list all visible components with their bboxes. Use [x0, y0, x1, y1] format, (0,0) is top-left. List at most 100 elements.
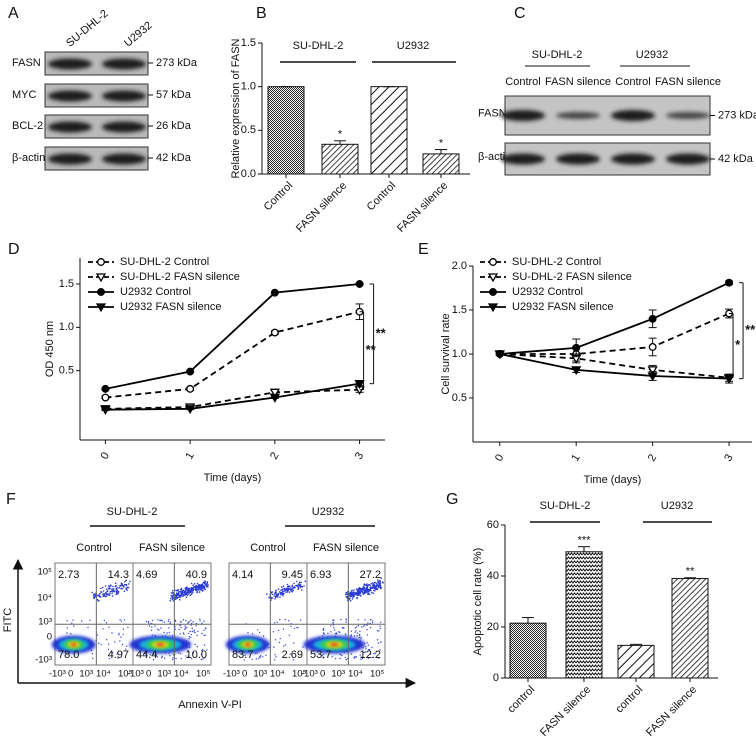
y-tick-label: 0 — [47, 632, 52, 643]
event-dot — [197, 630, 199, 633]
event-dot — [262, 635, 265, 637]
event-dot — [338, 631, 340, 633]
event-dot — [169, 599, 172, 602]
event-dot — [345, 621, 347, 623]
event-dot — [122, 585, 125, 588]
event-dot — [119, 619, 121, 621]
point — [186, 384, 195, 393]
event-dot — [117, 590, 120, 593]
event-dot — [285, 587, 288, 590]
event-dot — [108, 626, 110, 628]
y-tick-label: 20 — [487, 621, 499, 633]
event-dot — [297, 584, 299, 587]
blot-band — [501, 153, 545, 165]
event-dot — [187, 621, 189, 623]
event-dot — [297, 587, 300, 590]
event-dot — [339, 657, 341, 660]
density-core — [330, 642, 339, 647]
event-dot — [172, 589, 174, 592]
event-dot — [168, 619, 170, 621]
panel-label: A — [8, 5, 19, 22]
event-dot — [259, 655, 261, 658]
event-dot — [288, 585, 291, 587]
event-dot — [193, 629, 195, 631]
event-dot — [180, 593, 182, 596]
event-dot — [180, 626, 182, 629]
event-dot — [363, 591, 366, 593]
event-dot — [376, 650, 378, 653]
event-dot — [200, 658, 203, 661]
column-label: Control — [250, 542, 285, 554]
event-dot — [331, 656, 333, 658]
series-line — [105, 283, 360, 390]
event-dot — [192, 651, 194, 654]
event-dot — [201, 622, 203, 624]
event-dot — [179, 590, 181, 593]
event-dot — [322, 627, 325, 630]
event-dot — [109, 657, 111, 660]
event-dot — [91, 649, 93, 652]
event-dot — [343, 627, 345, 629]
event-dot — [277, 588, 280, 590]
x-tick-label: -10³ — [301, 669, 318, 680]
event-dot — [353, 656, 355, 659]
size-label: 57 kDa — [156, 89, 192, 101]
event-dot — [106, 588, 108, 590]
flow-plot: 4.14 9.45 83.7 2.69 — [225, 562, 308, 666]
event-dot — [290, 625, 292, 628]
event-dot — [278, 629, 280, 632]
event-dot — [116, 589, 119, 592]
event-dot — [184, 587, 187, 589]
event-dot — [157, 619, 159, 621]
size-label: 273 kDa — [156, 57, 198, 69]
point — [647, 372, 658, 382]
group-label: SU-DHL-2 — [107, 506, 158, 518]
event-dot — [172, 594, 175, 597]
point — [487, 273, 499, 283]
event-dot — [189, 592, 191, 594]
event-dot — [101, 586, 104, 589]
event-dot — [350, 653, 353, 655]
event-dot — [282, 592, 285, 595]
event-dot — [372, 582, 374, 584]
event-dot — [203, 629, 205, 631]
event-dot — [189, 594, 192, 597]
blot-band — [666, 112, 710, 119]
event-dot — [123, 619, 126, 621]
event-dot — [371, 622, 374, 624]
event-dot — [185, 596, 188, 599]
event-dot — [373, 581, 376, 584]
event-dot — [182, 595, 184, 598]
event-dot — [278, 591, 281, 593]
event-dot — [107, 648, 110, 651]
event-dot — [121, 584, 124, 586]
event-dot — [274, 654, 276, 656]
event-dot — [109, 587, 111, 590]
event-dot — [178, 596, 181, 598]
x-tick-label: 10³ — [79, 669, 93, 680]
event-dot — [66, 627, 69, 629]
event-dot — [188, 636, 190, 638]
event-dot — [192, 621, 194, 623]
event-dot — [206, 581, 209, 583]
column-label: FASN silence — [655, 76, 721, 88]
event-dot — [176, 597, 178, 599]
event-dot — [360, 595, 362, 597]
event-dot — [102, 593, 104, 595]
event-dot — [352, 596, 354, 599]
event-dot — [291, 584, 294, 587]
event-dot — [199, 620, 201, 622]
event-dot — [357, 619, 359, 621]
event-dot — [177, 594, 179, 597]
event-dot — [194, 588, 197, 591]
event-dot — [186, 586, 188, 588]
event-dot — [377, 642, 379, 644]
event-dot — [171, 598, 174, 601]
quadrant-value: 4.69 — [136, 569, 157, 581]
event-dot — [190, 587, 193, 589]
event-dot — [198, 591, 201, 593]
event-dot — [175, 596, 177, 598]
event-dot — [150, 629, 153, 631]
event-dot — [169, 621, 171, 623]
point — [487, 303, 499, 313]
